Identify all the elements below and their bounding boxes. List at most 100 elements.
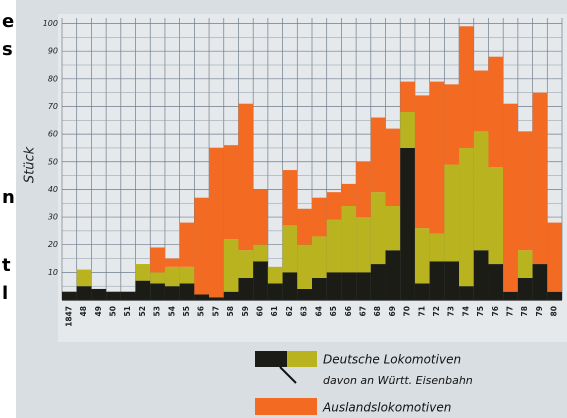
bar-segment xyxy=(385,250,401,300)
bar-segment xyxy=(194,294,210,300)
x-tick-label: 57 xyxy=(211,306,220,316)
x-tick-label: 76 xyxy=(491,306,500,316)
x-tick-label: 64 xyxy=(314,306,323,316)
y-tick-label: 80 xyxy=(48,74,58,83)
bar-segment xyxy=(488,56,504,168)
bar-segment xyxy=(267,266,283,284)
x-tick-label: 56 xyxy=(197,306,206,316)
bar-segment xyxy=(429,81,445,234)
bar-segment xyxy=(253,189,268,245)
bar-segment xyxy=(385,206,401,251)
bar-segment xyxy=(238,277,254,300)
bar-segment xyxy=(209,147,224,298)
bar-segment xyxy=(370,264,386,300)
cut-off-text: n xyxy=(2,187,15,208)
bar-segment xyxy=(135,264,151,281)
x-tick-label: 69 xyxy=(388,306,397,316)
bar-segment xyxy=(120,291,136,300)
cut-off-text: t xyxy=(2,255,11,276)
left-strip xyxy=(0,0,16,418)
bar-segment xyxy=(326,192,342,220)
bar-segment xyxy=(444,261,460,300)
bar-segment xyxy=(223,291,239,300)
bar-segment xyxy=(517,250,533,278)
bar-segment xyxy=(341,183,357,206)
x-tick-label: 52 xyxy=(138,306,147,316)
bar-segment xyxy=(341,272,357,300)
x-tick-label: 58 xyxy=(226,306,235,316)
bar-segment xyxy=(370,117,386,193)
bar-segment xyxy=(238,103,254,251)
y-tick-label: 40 xyxy=(48,185,58,194)
x-tick-label: 78 xyxy=(520,306,529,316)
bar-segment xyxy=(223,239,239,292)
bar-segment xyxy=(517,131,533,251)
bar-segment xyxy=(414,283,430,300)
bar-segment xyxy=(356,161,371,218)
bar-segment xyxy=(223,145,239,240)
bar-segment xyxy=(282,170,298,226)
x-tick-label: 67 xyxy=(358,306,367,316)
bar-segment xyxy=(517,277,533,300)
bar-segment xyxy=(179,283,195,300)
x-tick-label: 71 xyxy=(417,306,426,316)
bar-segment xyxy=(414,95,430,229)
x-tick-label: 79 xyxy=(535,306,544,316)
bar-segment xyxy=(297,208,312,245)
legend-label: Auslandslokomotiven xyxy=(322,401,451,415)
bar-segment xyxy=(150,247,165,273)
legend-pointer xyxy=(279,366,297,384)
bar-segment xyxy=(312,197,327,237)
y-tick-label: 50 xyxy=(48,157,58,166)
bar-segment xyxy=(297,244,312,289)
y-tick-label: 70 xyxy=(48,102,58,111)
bar-segment xyxy=(76,269,92,287)
bar-segment xyxy=(150,283,165,300)
bar-segment xyxy=(488,167,504,265)
bar-segment xyxy=(356,272,371,300)
bar-segment xyxy=(312,236,327,278)
bar-segment xyxy=(179,222,195,267)
legend-swatch-orange xyxy=(255,398,317,415)
bar-segment xyxy=(282,272,298,300)
bar-segment xyxy=(473,70,489,132)
bar-segment xyxy=(385,128,401,206)
legend-swatch-black xyxy=(255,351,287,367)
x-tick-label: 73 xyxy=(447,306,456,316)
bar-segment xyxy=(326,219,342,273)
x-tick-label: 80 xyxy=(550,306,559,316)
bar-segment xyxy=(150,272,165,284)
bar-segment xyxy=(400,147,415,300)
bar-segment xyxy=(76,286,92,300)
cut-off-text: s xyxy=(2,39,13,60)
bar-segment xyxy=(135,280,151,300)
bar-segment xyxy=(164,286,180,300)
x-tick-label: 55 xyxy=(182,306,191,316)
bar-segment xyxy=(326,272,342,300)
x-tick-label: 72 xyxy=(432,306,441,316)
cut-off-text: l xyxy=(2,283,8,304)
bar-segment xyxy=(400,81,415,112)
bar-segment xyxy=(209,297,224,300)
x-tick-label: 48 xyxy=(79,306,88,316)
bar-segment xyxy=(488,264,504,300)
bar-segment xyxy=(297,288,312,300)
legend-label: davon an Württ. Eisenbahn xyxy=(323,374,473,387)
bar-segment xyxy=(194,197,210,295)
bar-segment xyxy=(532,264,548,300)
x-tick-label: 59 xyxy=(241,306,250,316)
y-tick-label: 90 xyxy=(48,47,58,56)
bar-segment xyxy=(253,261,268,300)
bar-segment xyxy=(62,291,77,300)
x-tick-label: 65 xyxy=(329,306,338,316)
cut-off-text: e xyxy=(2,11,14,32)
bar-segment xyxy=(400,112,415,148)
bar-segment xyxy=(503,291,518,300)
y-tick-label: 60 xyxy=(48,130,58,139)
bar-segment xyxy=(91,288,107,300)
y-tick-label: 20 xyxy=(48,240,58,249)
x-tick-label: 50 xyxy=(108,306,117,316)
x-tick-label: 68 xyxy=(373,306,382,316)
bar-segment xyxy=(341,206,357,273)
bar-segment xyxy=(459,26,474,148)
